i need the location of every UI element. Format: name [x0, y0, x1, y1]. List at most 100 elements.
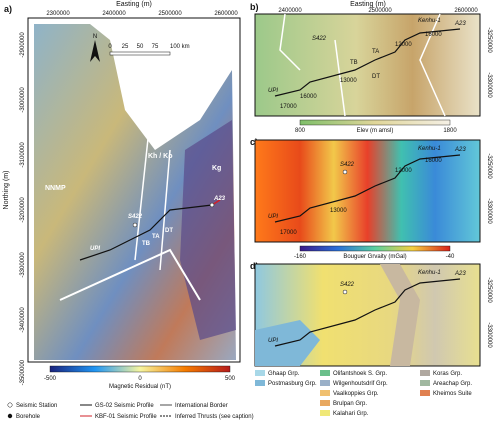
cmp-label: 13000	[330, 208, 347, 214]
legend-text: Vaalkoppies Grp.	[333, 391, 379, 397]
thrust-label: DT	[165, 228, 173, 234]
region-label: Kg	[212, 165, 221, 172]
colorbar-tick: -500	[44, 376, 57, 382]
swatch	[420, 380, 430, 386]
tick-label: 2400000	[102, 11, 126, 17]
tick-label: -3300000	[486, 322, 492, 348]
elevation-map	[254, 13, 481, 117]
tick-label: -3500000	[20, 359, 26, 385]
swatch	[320, 410, 330, 416]
tick-label: -3000000	[20, 87, 26, 113]
legend-text: International Border	[175, 403, 228, 409]
scale-tick: 100 km	[170, 44, 190, 50]
colorbar-title: Magnetic Residual (nT)	[109, 384, 171, 390]
cmp-label: 17000	[280, 104, 297, 110]
thrust-label: TB	[142, 241, 151, 247]
legend-text: Olifantshoek S. Grp.	[333, 371, 387, 377]
tick-label: -3400000	[20, 307, 26, 333]
region-label: NNMP	[45, 185, 66, 192]
swatch	[320, 370, 330, 376]
legend-symbol	[7, 413, 13, 419]
y-ticks: -2900000 -3000000 -3100000 -3200000 -330…	[20, 32, 26, 386]
swatch	[420, 370, 430, 376]
profile	[79, 204, 213, 261]
thrust-label: TA	[372, 49, 379, 55]
tick-label: 2400000	[278, 8, 302, 14]
tick-label: 2600000	[454, 8, 478, 14]
axis-title: Easting (m)	[116, 1, 152, 8]
swatch	[255, 380, 265, 386]
axis-title: Easting (m)	[350, 1, 386, 8]
legend-text: Inferred Thrusts (see caption)	[175, 414, 254, 420]
legend-text: Ghaap Grp.	[268, 371, 300, 377]
gravity-map	[254, 139, 481, 243]
legend: Seismic Station Borehole GS-02 Seismic P…	[7, 402, 254, 420]
station-label: UPI	[268, 214, 278, 220]
swatch	[420, 390, 430, 396]
scale-tick: 0	[108, 44, 112, 50]
swatch	[255, 370, 265, 376]
legend-text: Areachap Grp.	[433, 381, 472, 387]
panel-label: b)	[250, 2, 259, 12]
station-label: A23	[454, 21, 466, 27]
colorbar	[299, 119, 451, 126]
contour	[279, 13, 446, 117]
legend-text: KBF-01 Seismic Profile	[95, 414, 157, 420]
scale-tick: 25	[122, 44, 129, 50]
station-label: UPI	[268, 88, 278, 94]
colorbar-tick: 1800	[443, 128, 457, 134]
cmp-label: 12000	[395, 168, 412, 174]
station	[342, 169, 348, 175]
tick-label: -3250000	[486, 277, 492, 303]
tick-label: 2300000	[46, 11, 70, 17]
cmp-label: 13000	[340, 78, 357, 84]
tick-label: -3200000	[20, 197, 26, 223]
north-arrow	[90, 40, 100, 62]
colorbar-tick: -160	[294, 254, 307, 260]
colorbar-tick: 0	[138, 376, 142, 382]
border	[59, 248, 201, 301]
station-label: S422	[340, 282, 355, 288]
station	[209, 202, 215, 208]
station-label: S422	[340, 162, 355, 168]
legend-text: Brulpan Grp.	[333, 401, 367, 407]
tick-label: -3300000	[486, 72, 492, 98]
colorbar-title: Bouguer Grvaity (mGal)	[343, 254, 406, 260]
colorbar-tick: -40	[446, 254, 455, 260]
thrust-label: TB	[350, 60, 358, 66]
thrust-label: TA	[152, 234, 160, 240]
station-label: A23	[454, 147, 466, 153]
colorbar-tick: 500	[225, 376, 236, 382]
tick-label: 2600000	[214, 11, 238, 17]
station-label: Kenhu-1	[418, 270, 441, 276]
legend-text: Kalahari Grp.	[333, 411, 369, 417]
tick-label: -3300000	[486, 198, 492, 224]
station-label: UPI	[268, 338, 278, 344]
legend-text: Kheimos Suite	[433, 391, 472, 397]
colorbar-title: Elev (m amsl)	[357, 128, 394, 134]
tick-label: -2900000	[20, 32, 26, 58]
legend-text: Koras Grp.	[433, 371, 462, 377]
scale-bar	[109, 51, 171, 56]
station-label: Kenhu-1	[418, 18, 441, 24]
cmp-label: 16000	[425, 32, 442, 38]
legend-symbol	[7, 402, 13, 408]
region-label: Kh / Ko	[148, 153, 173, 160]
station-label: A23	[213, 196, 226, 202]
cmp-label: 17000	[280, 230, 297, 236]
station	[342, 289, 348, 295]
cmp-label: 12000	[395, 42, 412, 48]
scale-tick: 75	[152, 44, 159, 50]
axis-title: Northing (m)	[3, 171, 10, 210]
geology-legend: Ghaap Grp. Postmasburg Grp. Olifantshoek…	[255, 370, 472, 417]
cmp-label: 16000	[300, 94, 317, 100]
scale-tick: 50	[137, 44, 144, 50]
colorbar	[49, 365, 231, 373]
legend-text: Postmasburg Grp.	[268, 381, 317, 387]
swatch	[320, 400, 330, 406]
tick-label: 2500000	[368, 8, 392, 14]
station-label: UPI	[90, 246, 100, 252]
tick-label: -3100000	[20, 142, 26, 168]
